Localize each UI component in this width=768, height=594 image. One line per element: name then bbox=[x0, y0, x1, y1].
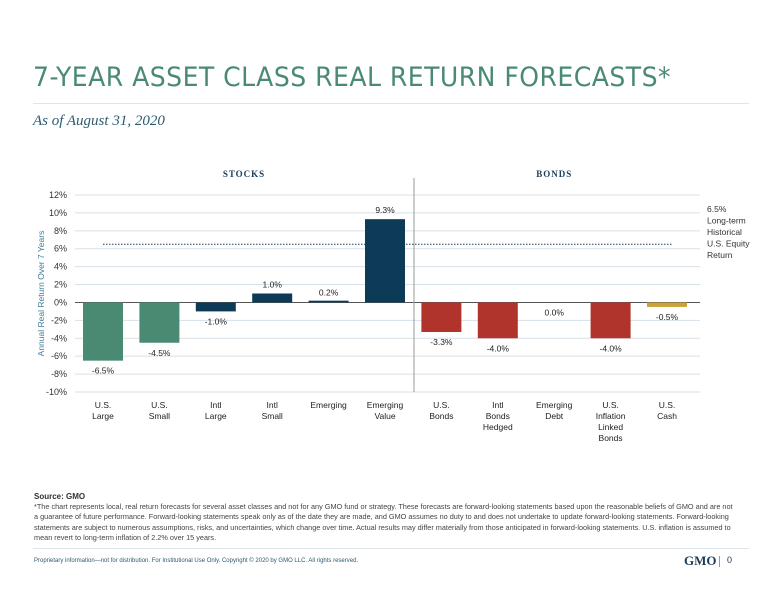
x-tick-label: Intl bbox=[210, 400, 221, 410]
x-tick-label: U.S. bbox=[95, 400, 112, 410]
x-tick-label: U.S. bbox=[659, 400, 676, 410]
y-tick-label: 0% bbox=[54, 297, 67, 307]
bar bbox=[83, 302, 123, 361]
data-label: -3.3% bbox=[430, 337, 453, 347]
x-tick-label: Bonds bbox=[429, 411, 453, 421]
reference-line-label: 6.5% bbox=[707, 204, 727, 214]
x-tick-label: Small bbox=[149, 411, 170, 421]
x-tick-label: Cash bbox=[657, 411, 677, 421]
x-tick-label: Emerging bbox=[310, 400, 347, 410]
copyright-footer: Proprietary information—not for distribu… bbox=[34, 558, 359, 564]
bar bbox=[139, 302, 180, 343]
bar-chart: 12% 10% 8% 6% 4% 2% 0% -2% -4% -6% -8% -10% Annual R… bbox=[36, 169, 750, 443]
footnote: *The chart represents local, real return… bbox=[34, 502, 733, 543]
reference-line-label: U.S. Equity bbox=[707, 239, 750, 249]
bar bbox=[421, 302, 462, 333]
data-label: -0.5% bbox=[656, 312, 679, 322]
data-label: -4.0% bbox=[487, 343, 510, 353]
reference-line-label: Return bbox=[707, 250, 733, 260]
y-tick-label: 12% bbox=[49, 190, 67, 200]
data-label: 0.0% bbox=[545, 307, 565, 317]
y-tick-label: 4% bbox=[54, 262, 67, 272]
data-label: -4.5% bbox=[148, 348, 171, 358]
y-tick-label: 6% bbox=[54, 244, 67, 254]
gmo-logo: GMO bbox=[684, 553, 717, 568]
group-label: BONDS bbox=[536, 169, 572, 179]
x-tick-label: Inflation bbox=[596, 411, 626, 421]
group-label: STOCKS bbox=[223, 169, 265, 179]
data-label: -4.0% bbox=[599, 343, 622, 353]
bar bbox=[647, 302, 687, 307]
x-tick-label: Emerging bbox=[367, 400, 404, 410]
x-tick-label: Bonds bbox=[486, 411, 510, 421]
x-tick-label: Debt bbox=[545, 411, 564, 421]
y-tick-label: 2% bbox=[54, 280, 67, 290]
bar bbox=[252, 293, 293, 303]
bar bbox=[590, 302, 631, 339]
x-tick-label: U.S. bbox=[433, 400, 450, 410]
y-tick-label: 8% bbox=[54, 226, 67, 236]
x-tick-label: Bonds bbox=[599, 433, 623, 443]
x-tick-label: Value bbox=[374, 411, 395, 421]
data-label: -1.0% bbox=[205, 316, 228, 326]
source-text: Source: GMO bbox=[34, 492, 86, 501]
x-tick-label: Small bbox=[262, 411, 283, 421]
bar bbox=[365, 219, 405, 303]
page-number: 0 bbox=[727, 555, 733, 565]
footer-divider bbox=[33, 548, 749, 549]
y-tick-label: -4% bbox=[51, 333, 67, 343]
bar bbox=[195, 302, 236, 312]
y-tick-label: 10% bbox=[49, 208, 67, 218]
data-label: 0.2% bbox=[319, 287, 339, 297]
x-tick-label: Large bbox=[92, 411, 114, 421]
x-tick-label: U.S. bbox=[602, 400, 619, 410]
x-tick-label: Intl bbox=[267, 400, 278, 410]
title-divider bbox=[33, 103, 749, 104]
y-tick-label: -6% bbox=[51, 351, 67, 361]
logo-separator bbox=[719, 556, 720, 567]
x-tick-label: Emerging bbox=[536, 400, 573, 410]
page-subtitle: As of August 31, 2020 bbox=[33, 113, 165, 129]
y-tick-label: -8% bbox=[51, 369, 67, 379]
x-tick-label: Hedged bbox=[483, 422, 513, 432]
bar bbox=[477, 302, 518, 339]
data-label: 9.3% bbox=[375, 205, 395, 215]
x-tick-label: Large bbox=[205, 411, 227, 421]
page-title: 7-YEAR ASSET CLASS REAL RETURN FORECASTS… bbox=[33, 62, 672, 93]
x-tick-label: U.S. bbox=[151, 400, 168, 410]
data-label: -6.5% bbox=[92, 366, 115, 376]
y-axis-label: Annual Real Return Over 7 Years bbox=[36, 231, 46, 357]
x-tick-label: Linked bbox=[598, 422, 623, 432]
bar bbox=[308, 300, 349, 303]
reference-line-label: Long-term bbox=[707, 216, 746, 226]
y-tick-label: -2% bbox=[51, 315, 67, 325]
reference-line-label: Historical bbox=[707, 227, 742, 237]
x-tick-label: Intl bbox=[492, 400, 503, 410]
y-tick-label: -10% bbox=[46, 387, 67, 397]
data-label: 1.0% bbox=[263, 280, 283, 290]
